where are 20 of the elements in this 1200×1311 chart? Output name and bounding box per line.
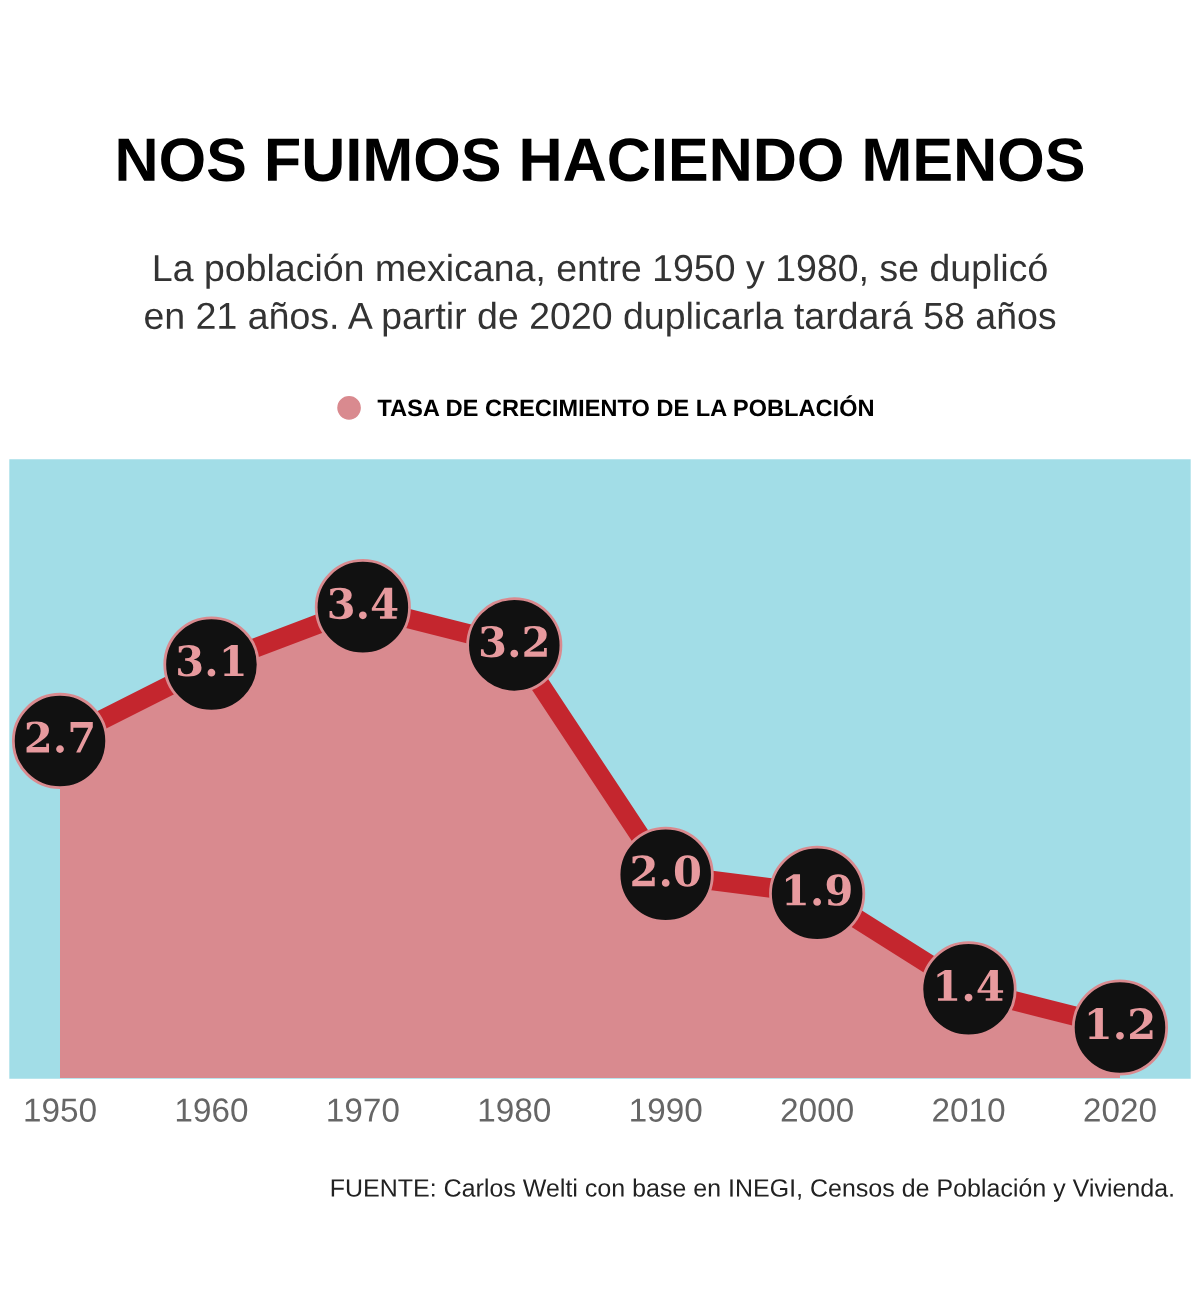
legend-label: TASA DE CRECIMIENTO DE LA POBLACIÓN bbox=[377, 395, 873, 417]
data-label: 1.4 bbox=[937, 969, 1004, 1002]
x-tick-label: 1960 bbox=[176, 1098, 248, 1122]
chart-title: NOS FUIMOS HACIENDO MENOS bbox=[118, 138, 1084, 182]
x-tick-label: 2020 bbox=[1084, 1098, 1156, 1122]
data-label: 1.9 bbox=[785, 874, 851, 906]
x-tick-label: 1950 bbox=[25, 1098, 96, 1122]
data-label: 2.7 bbox=[26, 721, 93, 753]
x-tick-label: 2010 bbox=[933, 1098, 1005, 1122]
x-tick-label: 1990 bbox=[631, 1098, 702, 1122]
data-label: 3.1 bbox=[178, 645, 244, 677]
annotation: FUENTE: Carlos Welti con base en INEGI, Censos de Población y Vivienda. bbox=[331, 1178, 1173, 1202]
x-tick-label: 1970 bbox=[328, 1098, 399, 1122]
data-label: 2.0 bbox=[632, 855, 700, 887]
data-label: 3.4 bbox=[329, 587, 398, 620]
chart-subtitle: La población mexicana, entre 1950 y 1980, se duplicó en 21 años. A partir de 2020 duplicarla tardará 58 años bbox=[145, 253, 1056, 337]
data-label: 3.2 bbox=[480, 625, 547, 658]
x-tick-label: 2000 bbox=[781, 1098, 853, 1122]
x-tick-label: 1980 bbox=[479, 1098, 551, 1122]
data-label: 1.2 bbox=[1088, 1008, 1153, 1040]
